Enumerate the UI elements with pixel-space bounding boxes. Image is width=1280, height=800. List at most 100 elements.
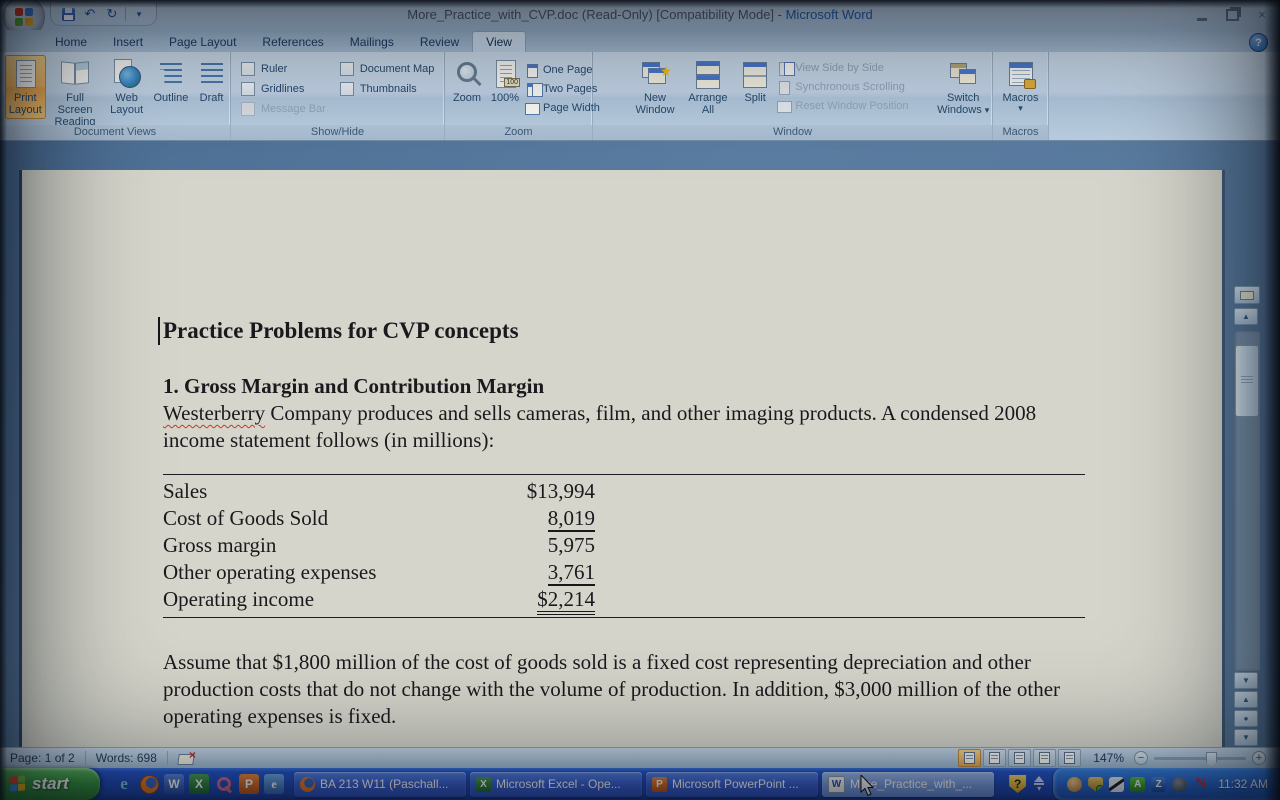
ribbon-tab-row: Home Insert Page Layout References Maili… [0,30,1280,52]
two-pages-button[interactable]: Two Pages [525,81,600,97]
tab-mailings[interactable]: Mailings [349,35,394,49]
switch-windows-icon [947,58,979,90]
one-page-button[interactable]: One Page [525,62,600,78]
vertical-scrollbar[interactable]: ▲ ▼ ▲ ● ▼ [1234,307,1260,747]
outline-view-button[interactable] [1033,749,1057,767]
zoom-level[interactable]: 147% [1093,751,1124,765]
web-layout-button[interactable]: Web Layout [105,55,149,119]
switch-windows-button[interactable]: Switch Windows ▾ [934,55,992,119]
taskbar-button-label: BA 213 W11 (Paschall... [320,777,449,791]
arrange-all-button[interactable]: Arrange All [683,55,733,119]
gridlines-checkbox[interactable]: Gridlines [241,82,326,96]
group-zoom: Zoom 100 100% One Page Two Pages [445,52,600,140]
tab-references[interactable]: References [262,35,324,49]
internet-explorer-icon[interactable]: e [120,774,128,793]
new-window-button[interactable]: New Window [631,55,679,119]
draft-button[interactable]: Draft [193,55,230,107]
next-page-button[interactable]: ▼ [1234,729,1258,746]
previous-page-button[interactable]: ▲ [1234,691,1258,708]
antivirus-icon[interactable]: A [1130,776,1146,792]
outline-button[interactable]: Outline [150,55,192,107]
web-layout-view-button[interactable] [1008,749,1032,767]
document-map-checkbox[interactable]: Document Map [339,62,434,76]
ruler-toggle-button[interactable] [1234,286,1260,304]
security-alert-icon[interactable]: ? [1009,775,1027,793]
norton-icon[interactable]: N [1195,775,1207,792]
ruler-checkbox-box[interactable] [241,62,255,76]
full-screen-reading-button[interactable]: Full Screen Reading [47,55,104,131]
start-button[interactable]: start [0,768,100,800]
zonealarm-icon[interactable]: Z [1151,776,1167,792]
zoom-out-button[interactable]: − [1134,751,1148,765]
two-pages-icon [525,82,543,97]
tab-home[interactable]: Home [55,35,88,49]
tab-page-layout[interactable]: Page Layout [169,35,237,49]
full-screen-reading-view-button[interactable] [983,749,1007,767]
restore-button[interactable] [1224,8,1240,21]
volume-icon[interactable] [1172,776,1188,792]
tab-view[interactable]: View [472,31,526,52]
print-layout-view-button[interactable] [958,749,982,767]
customize-qat-button[interactable]: ▾ [130,5,148,23]
thumbnails-checkbox-box[interactable] [339,82,354,96]
powerpoint-icon[interactable]: P [239,774,259,794]
taskbar-button-firefox[interactable]: BA 213 W11 (Paschall... [294,771,466,797]
group-label-show-hide: Show/Hide [231,125,444,140]
message-bar-label: Message Bar [261,103,326,115]
ruler-checkbox[interactable]: Ruler [241,62,326,76]
select-browse-object-button[interactable]: ● [1234,710,1258,727]
redo-button[interactable]: ↻ [103,5,121,23]
thumbnails-checkbox[interactable]: Thumbnails [339,82,435,96]
full-screen-reading-label: Full Screen Reading [54,92,96,128]
taskbar-button-word-active[interactable]: W More_Practice_with_... [822,771,994,797]
minimize-button[interactable] [1194,8,1210,21]
tab-review[interactable]: Review [419,35,460,49]
table-row: Operating income $2,214 [163,586,1085,615]
msn-icon[interactable]: e [264,774,284,794]
split-button[interactable]: Split [737,55,774,107]
zoom-button[interactable]: Zoom [449,55,485,107]
safely-remove-hardware-icon[interactable]: ▾ [1034,776,1045,793]
zoom-slider-thumb[interactable] [1206,751,1217,767]
zoom-label: Zoom [452,92,482,104]
firefox-icon[interactable] [139,774,159,794]
close-button[interactable]: × [1254,7,1270,22]
draft-view-button[interactable] [1058,749,1082,767]
word-icon[interactable]: W [164,774,184,794]
word-count[interactable]: Words: 698 [95,751,157,765]
key-icon[interactable] [214,774,234,794]
scrollbar-thumb[interactable] [1235,345,1259,417]
title-bar: ↶ ↻ ▾ More_Practice_with_CVP.doc (Read-O… [0,0,1280,38]
group-label-window: Window [593,125,992,140]
scroll-down-button[interactable]: ▼ [1234,672,1258,689]
messenger-icon[interactable] [1067,776,1083,792]
scroll-up-button[interactable]: ▲ [1234,308,1258,325]
macros-button[interactable]: Macros ▾ [995,55,1047,115]
print-layout-button[interactable]: Print Layout [5,55,46,119]
document-page[interactable]: Practice Problems for CVP concepts 1. Gr… [22,170,1222,747]
security-shield-icon[interactable] [1088,776,1104,792]
proofing-errors-button[interactable]: × [178,748,196,764]
zoom-100-button[interactable]: 100 100% [487,55,523,107]
taskbar-button-excel[interactable]: X Microsoft Excel - Ope... [470,771,642,797]
excel-icon[interactable]: X [189,774,209,794]
assumption-paragraph: Assume that $1,800 million of the cost o… [163,650,1061,728]
scrollbar-track[interactable] [1234,331,1260,671]
row-value: 5,975 [547,533,595,557]
taskbar-button-powerpoint[interactable]: P Microsoft PowerPoint ... [646,771,818,797]
windows-logo-icon [10,775,26,792]
zoom-slider[interactable] [1154,751,1246,767]
help-button[interactable]: ? [1249,33,1268,52]
graphics-tool-icon[interactable] [1109,776,1125,792]
undo-button[interactable]: ↶ [81,5,99,23]
document-map-checkbox-box[interactable] [339,62,354,76]
page-indicator[interactable]: Page: 1 of 2 [10,751,75,765]
zoom-in-button[interactable]: + [1252,751,1266,765]
gridlines-checkbox-box[interactable] [241,82,255,96]
row-label: Sales [163,479,208,503]
next-page-icon: ▼ [1242,733,1250,742]
save-button[interactable] [59,5,77,23]
tab-insert[interactable]: Insert [113,35,144,49]
page-width-button[interactable]: Page Width [525,100,600,115]
clock[interactable]: 11:32 AM [1218,777,1268,791]
